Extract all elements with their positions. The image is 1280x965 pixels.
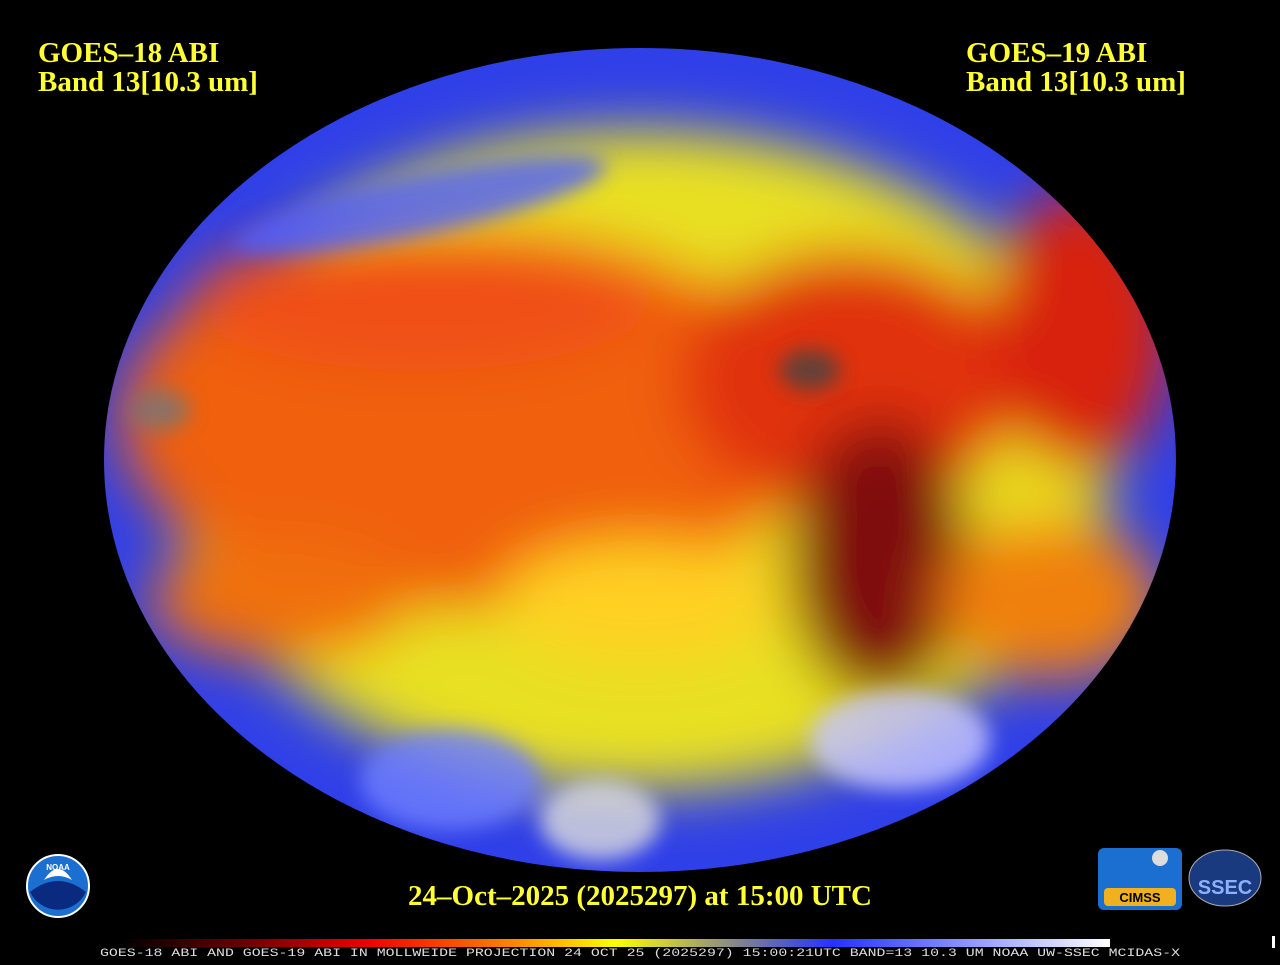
cimss-label: CIMSS <box>1119 890 1161 905</box>
ssec-label: SSEC <box>1198 877 1252 899</box>
color-scale <box>120 939 1110 947</box>
cimss-logo: CIMSS <box>1098 848 1182 910</box>
earth-disk <box>103 47 1177 873</box>
left-band: Band 13[10.3 um] <box>38 66 258 98</box>
marker <box>1272 936 1275 948</box>
footer: GOES-18 ABI AND GOES-19 ABI IN MOLLWEIDE… <box>100 948 1181 960</box>
noaa-logo: NOAA <box>26 854 90 918</box>
ssec-logo: SSEC <box>1188 849 1262 907</box>
disk-edge <box>102 46 1178 874</box>
right-satellite: GOES–19 ABI <box>966 37 1147 69</box>
left-satellite: GOES–18 ABI <box>38 37 219 69</box>
noaa-label: NOAA <box>46 863 70 872</box>
timestamp: 24–Oct–2025 (2025297) at 15:00 UTC <box>408 880 872 912</box>
right-band: Band 13[10.3 um] <box>966 66 1186 98</box>
